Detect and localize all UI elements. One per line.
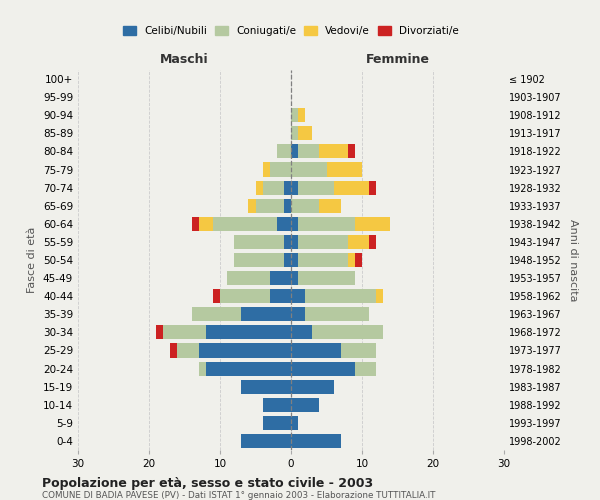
Bar: [263, 398, 291, 412]
Bar: [355, 362, 376, 376]
Bar: [263, 416, 291, 430]
Bar: [291, 416, 298, 430]
Bar: [348, 253, 355, 267]
Bar: [191, 217, 199, 231]
Bar: [305, 289, 376, 303]
Bar: [291, 289, 305, 303]
Bar: [220, 289, 270, 303]
Bar: [256, 198, 284, 213]
Y-axis label: Fasce di età: Fasce di età: [28, 227, 37, 293]
Bar: [277, 144, 291, 158]
Bar: [199, 362, 206, 376]
Bar: [206, 362, 291, 376]
Bar: [234, 235, 284, 249]
Bar: [191, 307, 241, 322]
Bar: [291, 398, 319, 412]
Bar: [291, 235, 298, 249]
Bar: [298, 217, 355, 231]
Bar: [291, 344, 341, 357]
Bar: [298, 180, 334, 194]
Bar: [348, 235, 369, 249]
Bar: [348, 144, 355, 158]
Bar: [291, 126, 298, 140]
Bar: [291, 144, 298, 158]
Bar: [199, 344, 291, 357]
Bar: [376, 289, 383, 303]
Bar: [291, 362, 355, 376]
Bar: [334, 180, 369, 194]
Bar: [284, 180, 291, 194]
Bar: [178, 344, 199, 357]
Bar: [263, 162, 270, 176]
Bar: [234, 253, 284, 267]
Bar: [284, 253, 291, 267]
Bar: [291, 271, 298, 285]
Bar: [291, 108, 298, 122]
Bar: [241, 380, 291, 394]
Bar: [291, 326, 313, 340]
Bar: [326, 162, 362, 176]
Bar: [313, 326, 383, 340]
Bar: [291, 307, 305, 322]
Bar: [156, 326, 163, 340]
Bar: [291, 380, 334, 394]
Bar: [355, 217, 391, 231]
Bar: [298, 144, 319, 158]
Bar: [284, 198, 291, 213]
Bar: [369, 235, 376, 249]
Bar: [199, 217, 213, 231]
Text: Popolazione per età, sesso e stato civile - 2003: Popolazione per età, sesso e stato civil…: [42, 478, 373, 490]
Bar: [206, 326, 291, 340]
Text: COMUNE DI BADIA PAVESE (PV) - Dati ISTAT 1° gennaio 2003 - Elaborazione TUTTITAL: COMUNE DI BADIA PAVESE (PV) - Dati ISTAT…: [42, 491, 436, 500]
Bar: [291, 198, 319, 213]
Text: Maschi: Maschi: [160, 54, 209, 66]
Bar: [291, 162, 326, 176]
Bar: [355, 253, 362, 267]
Bar: [163, 326, 206, 340]
Bar: [305, 307, 369, 322]
Bar: [213, 289, 220, 303]
Bar: [291, 217, 298, 231]
Text: Femmine: Femmine: [365, 54, 430, 66]
Bar: [298, 126, 313, 140]
Bar: [227, 271, 270, 285]
Bar: [369, 180, 376, 194]
Bar: [319, 198, 341, 213]
Bar: [213, 217, 277, 231]
Y-axis label: Anni di nascita: Anni di nascita: [568, 219, 578, 301]
Bar: [277, 217, 291, 231]
Bar: [170, 344, 178, 357]
Bar: [270, 271, 291, 285]
Bar: [319, 144, 348, 158]
Bar: [291, 434, 341, 448]
Bar: [248, 198, 256, 213]
Bar: [256, 180, 263, 194]
Bar: [270, 162, 291, 176]
Bar: [341, 344, 376, 357]
Bar: [263, 180, 284, 194]
Bar: [291, 180, 298, 194]
Bar: [241, 307, 291, 322]
Bar: [298, 253, 348, 267]
Bar: [298, 108, 305, 122]
Bar: [291, 253, 298, 267]
Bar: [298, 271, 355, 285]
Bar: [284, 235, 291, 249]
Legend: Celibi/Nubili, Coniugati/e, Vedovi/e, Divorziati/e: Celibi/Nubili, Coniugati/e, Vedovi/e, Di…: [119, 22, 463, 40]
Bar: [270, 289, 291, 303]
Bar: [241, 434, 291, 448]
Bar: [298, 235, 348, 249]
